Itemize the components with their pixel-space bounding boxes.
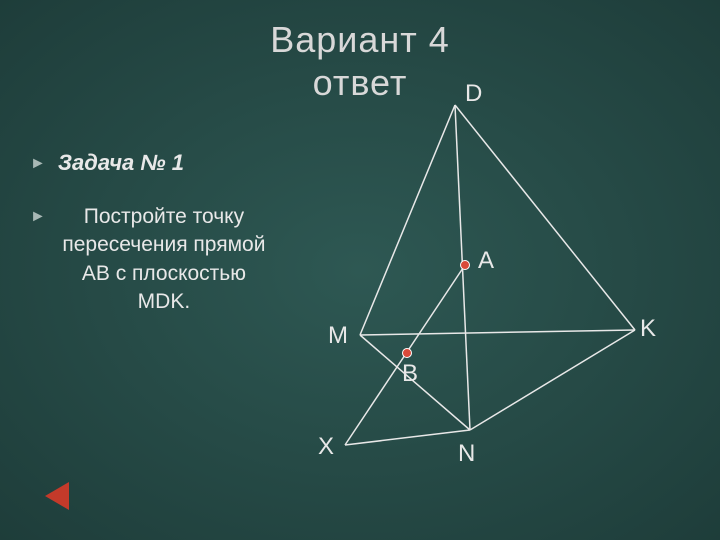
task-text: Постройте точку пересечения прямой AB с … (58, 203, 270, 316)
diagram-svg (280, 75, 720, 515)
task-label: Задача № 1 (58, 150, 184, 176)
bullet-icon: ► (30, 150, 46, 178)
vertex-label-N: N (458, 440, 475, 468)
vertex-label-B: B (402, 360, 418, 388)
vertex-label-A: A (478, 247, 494, 275)
task-text-item: ► Постройте точку пересечения прямой AB … (30, 203, 270, 316)
back-button[interactable] (45, 482, 69, 510)
vertex-label-K: K (640, 315, 656, 343)
vertex-label-D: D (465, 80, 482, 108)
geometry-diagram: D M K N A B X (280, 75, 720, 515)
content-left: ► Задача № 1 ► Постройте точку пересечен… (30, 150, 270, 341)
vertex-label-M: M (328, 322, 348, 350)
title-line1: Вариант 4 (270, 19, 450, 60)
task-label-item: ► Задача № 1 (30, 150, 270, 178)
bullet-icon: ► (30, 203, 46, 231)
vertex-label-X: X (318, 433, 334, 461)
